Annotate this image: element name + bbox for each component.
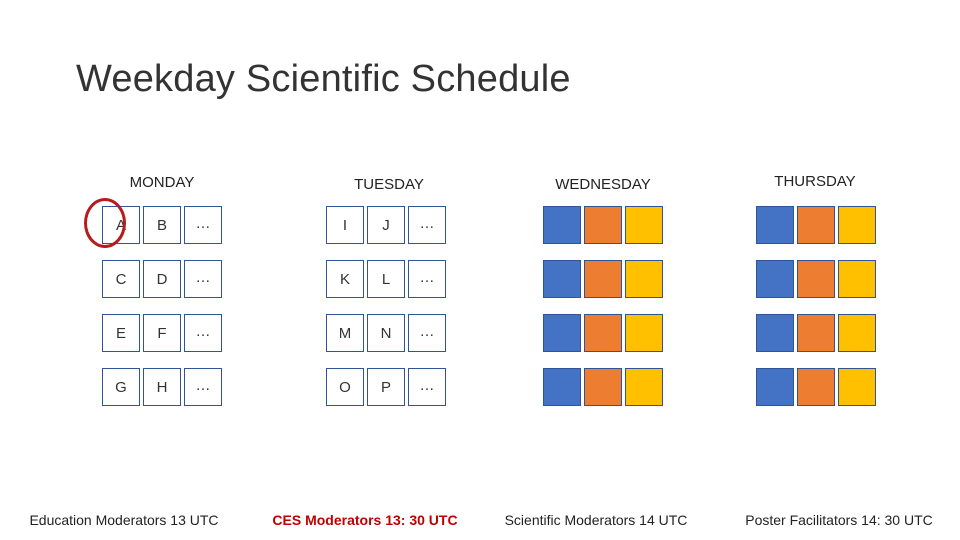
tuesday-grid: I J … K L … M N … O P … <box>326 206 446 406</box>
footer-wednesday-moderators: Scientific Moderators 14 UTC <box>504 512 688 528</box>
page-title: Weekday Scientific Schedule <box>76 58 571 100</box>
wednesday-slot[interactable] <box>543 368 581 406</box>
thursday-slot[interactable] <box>838 314 876 352</box>
wednesday-slot[interactable] <box>543 260 581 298</box>
monday-slot[interactable]: … <box>184 260 222 298</box>
tuesday-slot[interactable]: P <box>367 368 405 406</box>
tuesday-slot[interactable]: N <box>367 314 405 352</box>
monday-slot[interactable]: … <box>184 314 222 352</box>
thursday-slot[interactable] <box>756 260 794 298</box>
wednesday-slot[interactable] <box>543 314 581 352</box>
thursday-slot[interactable] <box>756 206 794 244</box>
monday-slot[interactable]: H <box>143 368 181 406</box>
wednesday-slot[interactable] <box>625 368 663 406</box>
wednesday-slot[interactable] <box>625 314 663 352</box>
day-header-wednesday: WEDNESDAY <box>555 176 651 193</box>
tuesday-slot[interactable]: I <box>326 206 364 244</box>
tuesday-slot[interactable]: … <box>408 260 446 298</box>
thursday-slot[interactable] <box>838 206 876 244</box>
thursday-slot[interactable] <box>838 260 876 298</box>
thursday-slot[interactable] <box>797 206 835 244</box>
monday-slot[interactable]: F <box>143 314 181 352</box>
tuesday-slot[interactable]: J <box>367 206 405 244</box>
day-header-tuesday: TUESDAY <box>354 176 424 193</box>
wednesday-grid <box>543 206 663 406</box>
tuesday-slot[interactable]: K <box>326 260 364 298</box>
tuesday-slot[interactable]: O <box>326 368 364 406</box>
wednesday-slot[interactable] <box>625 260 663 298</box>
thursday-slot[interactable] <box>756 368 794 406</box>
monday-slot[interactable]: D <box>143 260 181 298</box>
tuesday-slot[interactable]: … <box>408 206 446 244</box>
tuesday-slot[interactable]: L <box>367 260 405 298</box>
monday-slot[interactable]: E <box>102 314 140 352</box>
footer-monday-moderators: Education Moderators 13 UTC <box>29 512 219 528</box>
wednesday-slot[interactable] <box>584 260 622 298</box>
wednesday-slot[interactable] <box>543 206 581 244</box>
thursday-slot[interactable] <box>797 368 835 406</box>
tuesday-slot[interactable]: … <box>408 314 446 352</box>
monday-grid: A B … C D … E F … G H … <box>102 206 222 406</box>
thursday-slot[interactable] <box>797 260 835 298</box>
monday-slot[interactable]: G <box>102 368 140 406</box>
monday-slot[interactable]: C <box>102 260 140 298</box>
day-header-thursday: THURSDAY <box>774 173 856 190</box>
thursday-slot[interactable] <box>838 368 876 406</box>
tuesday-slot[interactable]: … <box>408 368 446 406</box>
footer-thursday-facilitators: Poster Facilitators 14: 30 UTC <box>745 512 933 528</box>
thursday-slot[interactable] <box>756 314 794 352</box>
thursday-slot[interactable] <box>797 314 835 352</box>
monday-slot[interactable]: … <box>184 206 222 244</box>
thursday-grid <box>756 206 876 406</box>
monday-slot[interactable]: B <box>143 206 181 244</box>
day-header-monday: MONDAY <box>129 174 195 191</box>
monday-slot[interactable]: A <box>102 206 140 244</box>
wednesday-slot[interactable] <box>584 368 622 406</box>
tuesday-slot[interactable]: M <box>326 314 364 352</box>
wednesday-slot[interactable] <box>625 206 663 244</box>
monday-slot[interactable]: … <box>184 368 222 406</box>
wednesday-slot[interactable] <box>584 206 622 244</box>
wednesday-slot[interactable] <box>584 314 622 352</box>
footer-tuesday-moderators: CES Moderators 13: 30 UTC <box>272 512 458 528</box>
